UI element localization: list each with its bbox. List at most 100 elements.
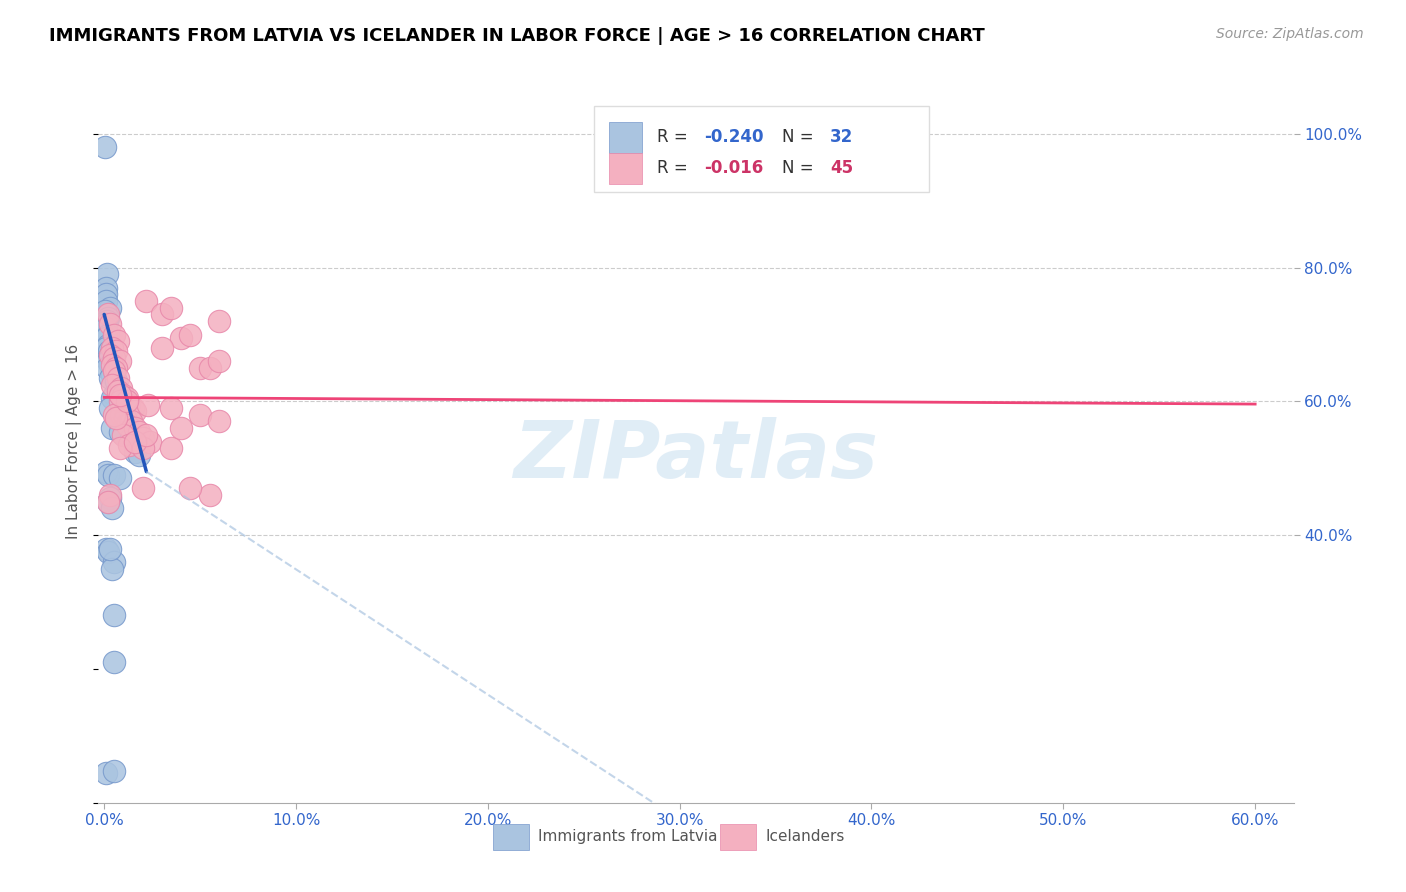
Point [101,391,124,405]
Point [170,331,193,345]
Point [97,310,120,325]
Point [96,314,118,328]
Point [128,425,150,439]
Text: R =: R = [657,160,693,178]
Point [101,562,124,576]
Point [108,425,131,439]
Point [103,608,125,623]
Point [112,427,135,442]
Point [114,411,136,425]
Point [98,371,121,385]
Point [98,488,121,502]
Point [97,494,120,508]
Text: -0.240: -0.240 [704,128,763,146]
Point [188,408,211,422]
Point [96,268,118,282]
Point [97,307,120,322]
Point [115,394,138,409]
Point [135,427,157,442]
Point [103,467,125,482]
Point [104,411,127,425]
Point [103,387,125,401]
Point [115,391,138,405]
Point [103,764,125,778]
Text: Source: ZipAtlas.com: Source: ZipAtlas.com [1216,27,1364,41]
Point [110,381,132,395]
Point [108,387,131,401]
FancyBboxPatch shape [609,153,643,184]
FancyBboxPatch shape [720,824,756,850]
Point [122,401,145,416]
Point [101,368,124,382]
Point [103,655,125,669]
Point [94,281,117,295]
Point [108,394,131,409]
Point [94,321,117,335]
Point [160,301,183,315]
Point [101,377,124,392]
Point [98,491,121,506]
Point [108,354,131,368]
Point [135,294,157,309]
Point [98,541,121,556]
Text: 45: 45 [830,160,853,178]
Point [150,307,173,322]
Point [103,555,125,569]
FancyBboxPatch shape [494,824,529,850]
Point [108,442,131,455]
Point [107,334,129,349]
Point [179,327,201,342]
Point [131,431,153,445]
Point [118,438,141,452]
Point [97,494,120,508]
Point [94,341,117,355]
Point [96,331,118,345]
Point [93,140,115,154]
Point [94,294,117,309]
Point [120,414,142,429]
Point [136,398,159,412]
Point [208,354,231,368]
Point [96,361,118,376]
Text: R =: R = [657,128,693,146]
Point [124,421,146,435]
Point [94,318,117,332]
Point [98,301,121,315]
Point [131,482,153,496]
Point [107,384,129,399]
Point [104,361,127,376]
Point [128,448,150,462]
Point [97,354,120,368]
Point [98,348,121,362]
Point [98,318,121,332]
Point [120,431,142,445]
Y-axis label: In Labor Force | Age > 16: In Labor Force | Age > 16 [66,344,83,539]
Text: N =: N = [782,160,818,178]
Point [103,351,125,365]
Point [198,361,221,376]
Point [179,482,201,496]
Point [94,541,117,556]
Point [94,304,117,318]
Point [110,408,132,422]
Point [97,467,120,482]
FancyBboxPatch shape [595,105,929,193]
Point [108,471,131,485]
Point [160,442,183,455]
Point [208,414,231,429]
Point [101,358,124,372]
Point [124,404,146,418]
Point [198,488,221,502]
Point [103,327,125,342]
Text: Icelanders: Icelanders [765,830,845,844]
Point [96,287,118,301]
Point [112,387,135,401]
Text: IMMIGRANTS FROM LATVIA VS ICELANDER IN LABOR FORCE | AGE > 16 CORRELATION CHART: IMMIGRANTS FROM LATVIA VS ICELANDER IN L… [49,27,986,45]
Point [124,434,146,449]
Point [101,501,124,516]
Point [97,327,120,342]
Text: N =: N = [782,128,818,146]
Point [101,341,124,355]
Point [131,442,153,455]
Point [208,314,231,328]
